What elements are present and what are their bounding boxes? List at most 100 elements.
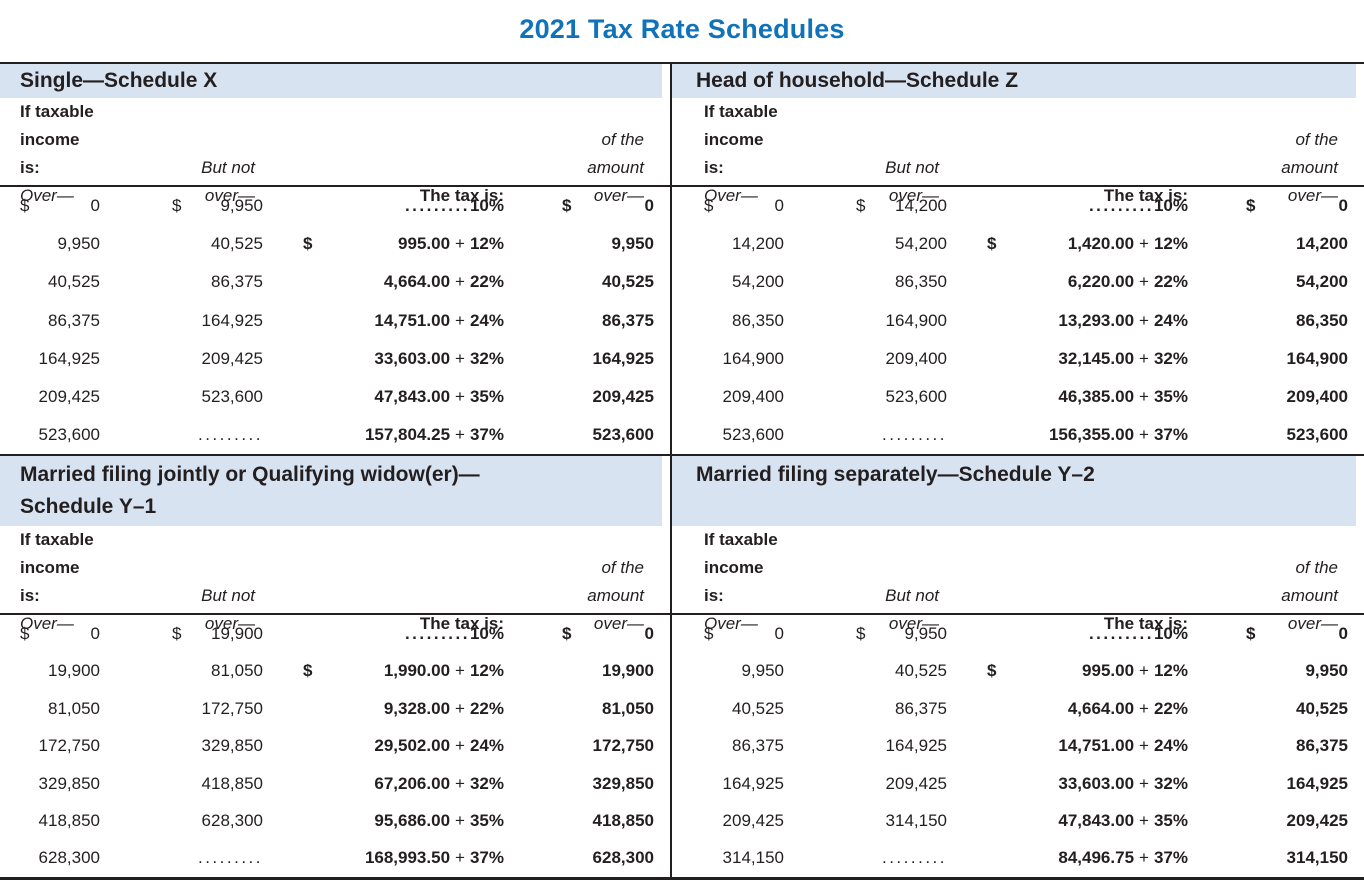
dollar-sign: $ xyxy=(987,234,997,254)
tax-value: 995.00 +12% xyxy=(398,234,504,254)
amount-over-cell: 164,925 xyxy=(1188,774,1348,794)
plus-sign: + xyxy=(455,272,465,292)
leader-dots: ......... xyxy=(1088,624,1154,643)
over-value: 314,150 xyxy=(722,848,784,868)
tax-value: 13,293.00 +24% xyxy=(1058,311,1188,331)
tax-base-amount: 4,664.00 xyxy=(1067,698,1135,718)
column-headers: If taxable income is: Over— But not over… xyxy=(0,98,670,205)
tax-cell: 168,993.50 +37% xyxy=(263,848,504,868)
page-title: 2021 Tax Rate Schedules xyxy=(519,14,845,44)
leader-dots: ......... xyxy=(404,196,470,216)
header-but-not-over: But not over— xyxy=(201,158,255,205)
but-not-over-value: 164,900 xyxy=(885,310,947,330)
tax-cell: .........10% xyxy=(263,196,504,216)
over-value: 19,900 xyxy=(48,661,100,681)
tax-rate-percent: 37% xyxy=(469,848,504,868)
tax-cell: 95,686.00 +35% xyxy=(263,811,504,831)
amount-over-value: 86,375 xyxy=(1296,736,1348,756)
tax-cell: $1,420.00 +12% xyxy=(947,234,1188,254)
but-not-over-value: ......... xyxy=(881,425,947,445)
tax-rate-percent: 32% xyxy=(1153,348,1188,368)
tax-value: 46,385.00 +35% xyxy=(1058,387,1188,407)
but-not-over-value: 86,350 xyxy=(895,272,947,292)
tax-value: .........10% xyxy=(405,624,504,644)
schedule-married-filing-jointly: Married filing jointly or Qualifying wid… xyxy=(0,456,670,878)
leader-dots: ......... xyxy=(1088,196,1154,216)
but-not-over-cell: 209,400 xyxy=(784,349,947,369)
amount-over-cell: 209,425 xyxy=(504,387,654,407)
amount-over-cell: 14,200 xyxy=(1188,234,1348,254)
over-value: 0 xyxy=(90,624,100,643)
amount-over-value: 0 xyxy=(644,624,654,643)
table-row: 172,750 329,850 29,502.00 +24% 172,750 xyxy=(0,727,670,764)
over-cell: $0 xyxy=(20,196,100,216)
but-not-over-cell: 40,525 xyxy=(784,661,947,681)
tax-cell: 67,206.00 +32% xyxy=(263,774,504,794)
table-row: 209,400 523,600 46,385.00 +35% 209,400 xyxy=(672,378,1364,416)
over-cell: 86,375 xyxy=(704,736,784,756)
over-cell: 9,950 xyxy=(704,661,784,681)
table-row: 164,900 209,400 32,145.00 +32% 164,900 xyxy=(672,340,1364,378)
over-value: 81,050 xyxy=(48,698,100,718)
table-row: $0 $14,200 .........10% $0 xyxy=(672,187,1364,225)
over-value: 9,950 xyxy=(57,234,100,254)
table-row: 86,375 164,925 14,751.00 +24% 86,375 xyxy=(672,727,1364,764)
tax-value: 32,145.00 +32% xyxy=(1058,349,1188,369)
plus-sign: + xyxy=(1139,425,1149,445)
amount-over-value: 164,900 xyxy=(1286,348,1348,368)
amount-over-cell: 329,850 xyxy=(504,774,654,794)
tax-cell: 9,328.00 +22% xyxy=(263,699,504,719)
table-row: $0 $9,950 .........10% $0 xyxy=(672,615,1364,652)
tax-value: 47,843.00 +35% xyxy=(374,387,504,407)
table-row: 86,350 164,900 13,293.00 +24% 86,350 xyxy=(672,302,1364,340)
header-over: If taxable income is: Over— xyxy=(20,530,94,634)
tax-cell: $995.00 +12% xyxy=(263,234,504,254)
schedule-title-line: Schedule Y–1 xyxy=(20,495,157,519)
header-of-amount-over: of the amount over— xyxy=(1281,558,1338,634)
amount-over-value: 209,400 xyxy=(1286,387,1348,407)
amount-over-value: 172,750 xyxy=(592,736,654,756)
tax-base-amount: 9,328.00 xyxy=(383,698,451,718)
amount-over-cell: 86,375 xyxy=(504,311,654,331)
plus-sign: + xyxy=(1139,348,1149,368)
tax-value: .........10% xyxy=(1089,624,1188,644)
tax-cell: 33,603.00 +32% xyxy=(263,349,504,369)
over-value: 86,375 xyxy=(732,736,784,756)
tax-value: 1,420.00 +12% xyxy=(1068,234,1188,254)
over-cell: 172,750 xyxy=(20,736,100,756)
schedule-single: Single—Schedule X If taxable income is: … xyxy=(0,64,670,457)
over-cell: 81,050 xyxy=(20,699,100,719)
dollar-sign: $ xyxy=(856,624,866,643)
over-value: 14,200 xyxy=(732,234,784,254)
header-but-not-over: But not over— xyxy=(885,586,939,634)
tax-value: 9,328.00 +22% xyxy=(384,699,504,719)
amount-over-value: 9,950 xyxy=(611,234,654,254)
amount-over-cell: 523,600 xyxy=(504,425,654,445)
header-of-amount-over: of the amount over— xyxy=(587,130,644,205)
tax-base-amount: 47,843.00 xyxy=(374,387,451,407)
tax-cell: 156,355.00 +37% xyxy=(947,425,1188,445)
but-not-over-cell: 418,850 xyxy=(100,774,263,794)
schedule-title-head-of-household: Head of household—Schedule Z xyxy=(672,64,1356,98)
amount-over-value: 14,200 xyxy=(1296,234,1348,254)
tax-value: 157,804.25 +37% xyxy=(365,425,504,445)
but-not-over-cell: ......... xyxy=(784,425,947,445)
dollar-sign: $ xyxy=(856,196,866,216)
tax-cell: $1,990.00 +12% xyxy=(263,661,504,681)
amount-over-value: 164,925 xyxy=(1286,773,1348,793)
tax-rate-percent: 12% xyxy=(1153,661,1188,681)
header-over: If taxable income is: Over— xyxy=(704,530,778,634)
but-not-over-cell: 86,375 xyxy=(100,272,263,292)
dollar-sign: $ xyxy=(704,624,714,643)
amount-over-value: 86,350 xyxy=(1296,310,1348,330)
table-row: 86,375 164,925 14,751.00 +24% 86,375 xyxy=(0,302,670,340)
tax-base-amount: 13,293.00 xyxy=(1058,310,1135,330)
plus-sign: + xyxy=(455,348,465,368)
plus-sign: + xyxy=(1139,387,1149,407)
plus-sign: + xyxy=(455,810,465,830)
but-not-over-cell: $14,200 xyxy=(784,196,947,216)
tax-value: 4,664.00 +22% xyxy=(1068,699,1188,719)
but-not-over-value: 172,750 xyxy=(201,698,263,718)
plus-sign: + xyxy=(455,310,465,330)
amount-over-value: 0 xyxy=(644,196,654,216)
